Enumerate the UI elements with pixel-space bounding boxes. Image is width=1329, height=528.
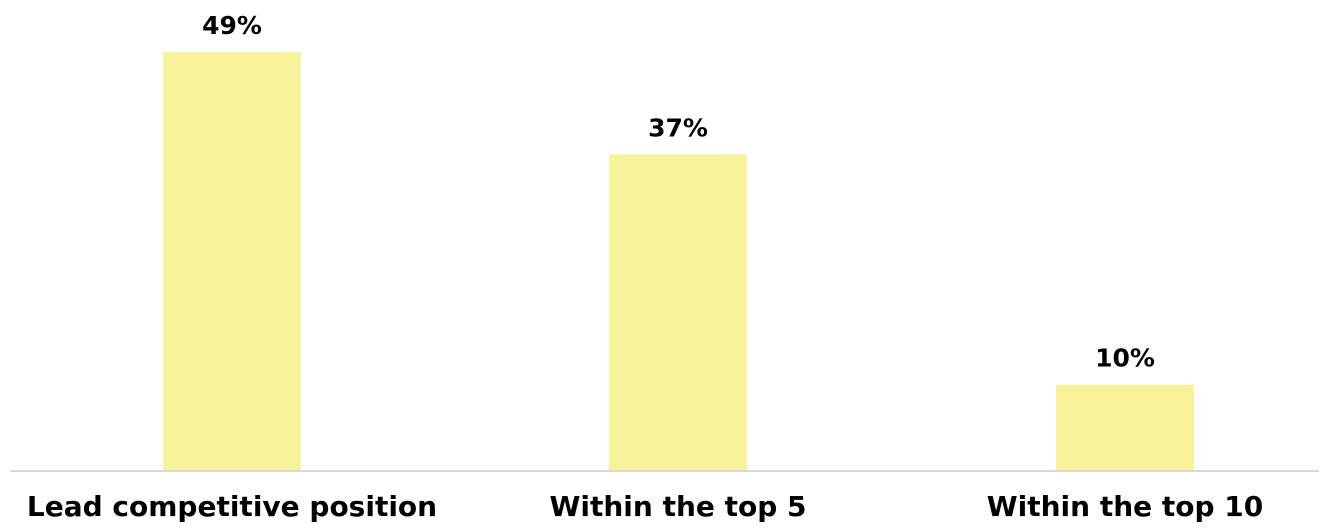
- value-label-1: 49%: [202, 11, 262, 40]
- bar-3: [1056, 384, 1194, 470]
- bars-layer: [163, 52, 1194, 470]
- bar-1: [163, 52, 301, 470]
- bar-2: [609, 154, 747, 470]
- value-label-3: 10%: [1095, 344, 1155, 373]
- category-label-1: Lead competitive position: [27, 490, 437, 523]
- value-labels-layer: 49% 37% 10%: [202, 11, 1155, 373]
- value-label-2: 37%: [648, 113, 708, 142]
- category-labels-layer: Lead competitive position Within the top …: [27, 490, 1263, 523]
- category-label-2: Within the top 5: [549, 490, 806, 523]
- category-label-3: Within the top 10: [987, 490, 1264, 523]
